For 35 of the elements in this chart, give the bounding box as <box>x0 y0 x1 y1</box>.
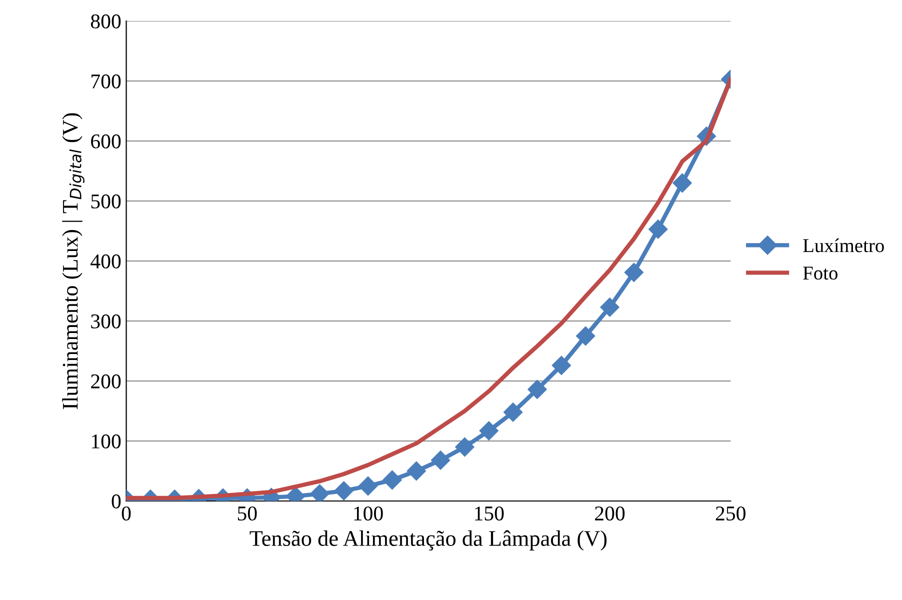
point <box>479 421 498 440</box>
y-tick-label: 100 <box>92 434 121 448</box>
point <box>334 481 354 500</box>
point <box>648 220 668 239</box>
point <box>310 484 330 501</box>
point <box>504 402 523 422</box>
point <box>672 173 692 193</box>
point <box>552 356 571 375</box>
point <box>528 380 547 399</box>
x-tick-label: 50 <box>238 506 257 521</box>
y-tick-label: 800 <box>90 14 121 28</box>
y-tick-label: 600 <box>91 134 121 148</box>
x-tick-label: 0 <box>122 506 131 521</box>
y-axis-title: Iluminamento (Lux) | T$_{Digital}$ (V) <box>62 113 84 410</box>
x-tick-label: 100 <box>354 506 383 521</box>
point <box>600 298 620 317</box>
x-tick-label: 200 <box>595 506 625 521</box>
x-tick-label: 250 <box>716 506 746 521</box>
point <box>406 461 426 481</box>
x-tick-label: 150 <box>475 506 504 521</box>
y-tick-label: 500 <box>91 194 121 208</box>
x-axis-title: Tensão de Alimentação da Lâmpada (V) <box>250 530 607 551</box>
y-tick-label: 200 <box>91 374 121 388</box>
point <box>358 476 378 496</box>
legend-label: Luxímetro <box>803 238 884 252</box>
point <box>431 450 450 470</box>
point <box>382 470 402 490</box>
y-tick-label: 400 <box>90 254 121 268</box>
y-tick-label: 300 <box>91 314 121 328</box>
y-tick-label: 700 <box>92 74 121 88</box>
y-tick-label: 0 <box>112 494 121 508</box>
legend-label: Foto <box>803 266 838 280</box>
point <box>576 326 596 346</box>
point <box>455 437 474 457</box>
point <box>624 262 644 282</box>
